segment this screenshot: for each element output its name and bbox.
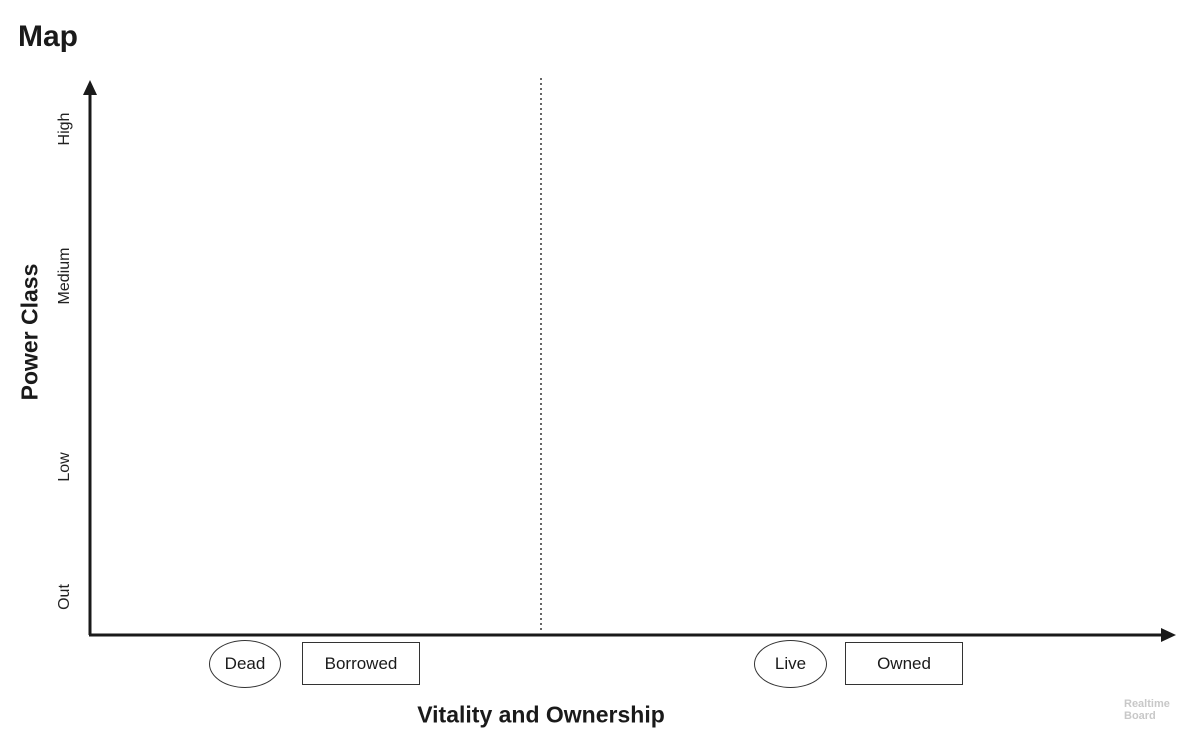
y-axis-label: Power Class (16, 263, 43, 401)
page-title: Map (18, 20, 78, 53)
y-tick-medium: Medium (56, 247, 73, 305)
y-axis-arrow (83, 80, 97, 95)
vitality-dead-oval: Dead (209, 640, 281, 688)
ownership-owned-label: Owned (877, 653, 931, 673)
watermark: Realtime Board (1124, 698, 1170, 722)
ownership-borrowed-label: Borrowed (324, 653, 398, 673)
y-tick-low: Low (56, 452, 73, 482)
x-axis-arrow (1161, 628, 1176, 642)
vitality-live-label: Live (774, 654, 807, 673)
x-axis-label: Vitality and Ownership (417, 701, 665, 728)
watermark-line2: Board (1124, 710, 1156, 722)
vitality-dead-label: Dead (224, 654, 266, 673)
vitality-live-oval: Live (754, 640, 827, 688)
y-tick-high: High (56, 112, 73, 146)
y-tick-out: Out (56, 584, 73, 610)
ownership-owned-box: Owned (845, 642, 963, 685)
watermark-line1: Realtime (1124, 698, 1170, 710)
ownership-borrowed-box: Borrowed (302, 642, 420, 685)
